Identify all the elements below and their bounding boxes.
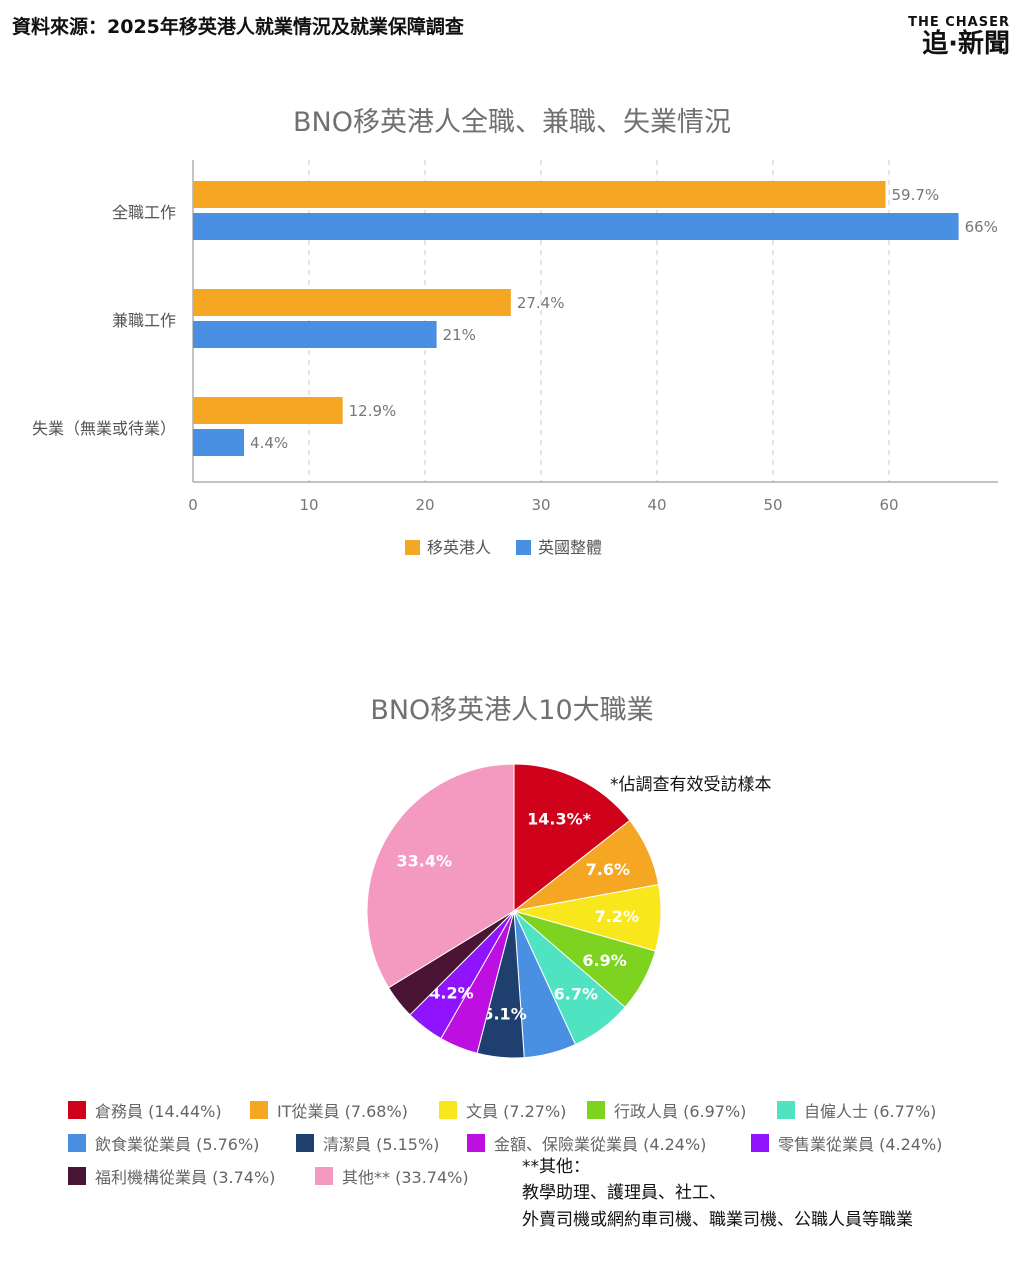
legend-swatch [68, 1101, 86, 1119]
pie-note: *佔調查有效受訪樣本 [610, 775, 772, 795]
legend-label: 零售業從業員 (4.24%) [778, 1135, 942, 1154]
legend-label: 英國整體 [538, 538, 602, 557]
category-label: 失業（無業或待業） [32, 419, 176, 438]
logo-english: THE CHASER [908, 15, 1010, 30]
pie-slice [366, 763, 515, 989]
x-tick-label: 50 [763, 496, 782, 514]
pie-chart-title: BNO移英港人10大職業 [370, 695, 654, 726]
footnote-line-1: 教學助理、護理員、社工、 [522, 1183, 726, 1203]
legend-label: 飲食業從業員 (5.76%) [95, 1135, 259, 1154]
bar [193, 213, 959, 240]
bar-value-label: 59.7% [892, 186, 940, 204]
bar [193, 181, 886, 208]
category-label: 兼職工作 [112, 311, 176, 330]
x-tick-label: 40 [647, 496, 666, 514]
legend-label: 移英港人 [427, 538, 491, 557]
x-tick-label: 30 [531, 496, 550, 514]
pie-legend: 倉務員 (14.44%) IT從業員 (7.68%) 文員 (7.27%) 行政人員 … [68, 1101, 942, 1187]
bar [193, 397, 343, 424]
slice-label: 14.3%* [527, 810, 592, 829]
legend-swatch [777, 1101, 795, 1119]
slice-label: 33.4% [396, 852, 452, 871]
bar-value-label: 21% [443, 326, 476, 344]
logo-chinese: 追·新聞 [922, 29, 1010, 59]
bar-chart: 0 10 20 30 40 50 60 全職工作 59.7% 66% 兼職工作 27.4% 21% 失業（… [32, 160, 998, 557]
pie-slice [513, 763, 631, 913]
source-line: 資料來源：2025年移英港人就業情況及就業保障調查 [12, 16, 464, 38]
slice-label: 7.6% [586, 860, 630, 879]
footnote-line-2: 外賣司機或網約車司機、職業司機、公職人員等職業 [522, 1210, 913, 1230]
footnote-body: 教學助理、護理員、社工、 外賣司機或網約車司機、職業司機、公職人員等職業 [522, 1180, 913, 1234]
slice-label: 6.9% [582, 951, 626, 970]
footnote-heading: **其他： [522, 1157, 590, 1177]
slice-label: 4.2% [429, 984, 473, 1003]
legend-swatch [315, 1167, 333, 1185]
bar-chart-title: BNO移英港人全職、兼職、失業情況 [293, 107, 731, 138]
legend-label: 其他** (33.74%) [342, 1168, 469, 1187]
legend-swatch [587, 1101, 605, 1119]
legend-swatch [296, 1134, 314, 1152]
pie-chart: 14.3%* 7.6% 7.2% 6.9% 6.7% 5.1% 4.2% 33.4% [366, 763, 662, 1059]
bar-value-label: 12.9% [349, 402, 397, 420]
x-tick-label: 20 [415, 496, 434, 514]
x-tick-label: 0 [188, 496, 198, 514]
brand-logo: THE CHASER 追·新聞 [908, 15, 1010, 59]
slice-label: 6.7% [554, 984, 598, 1003]
legend-swatch [68, 1167, 86, 1185]
legend-swatch [68, 1134, 86, 1152]
legend-label: 自僱人士 (6.77%) [804, 1102, 936, 1121]
bar [193, 289, 511, 316]
slice-label: 7.2% [595, 907, 639, 926]
legend-label: 倉務員 (14.44%) [95, 1102, 222, 1121]
legend-label: 金額、保險業從業員 (4.24%) [494, 1135, 706, 1154]
bar [193, 429, 245, 456]
legend-label: 清潔員 (5.15%) [323, 1135, 439, 1154]
legend-swatch [405, 540, 420, 555]
bar-value-label: 27.4% [517, 294, 565, 312]
bar-value-label: 4.4% [250, 434, 288, 452]
slice-label: 5.1% [482, 1004, 526, 1023]
legend-label: 文員 (7.27%) [466, 1102, 566, 1121]
legend-label: IT從業員 (7.68%) [277, 1102, 408, 1121]
category-label: 全職工作 [112, 203, 176, 222]
x-tick-label: 10 [299, 496, 318, 514]
legend-swatch [439, 1101, 457, 1119]
legend-swatch [751, 1134, 769, 1152]
bar [193, 321, 437, 348]
legend-label: 福利機構從業員 (3.74%) [95, 1168, 275, 1187]
legend-swatch [467, 1134, 485, 1152]
legend-label: 行政人員 (6.97%) [614, 1102, 746, 1121]
x-tick-label: 60 [879, 496, 898, 514]
bar-value-label: 66% [965, 218, 998, 236]
legend-swatch [516, 540, 531, 555]
legend-swatch [250, 1101, 268, 1119]
